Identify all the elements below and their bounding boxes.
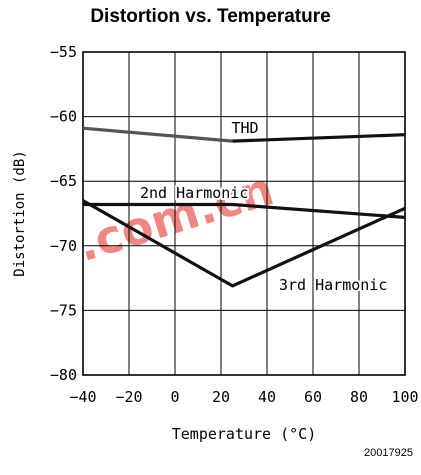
- y-tick-label: −80: [50, 366, 77, 384]
- tick-labels: −55 −60 −65 −70 −75 −80 −40 −20 0 20 40 60 80 100 Temp…: [12, 43, 419, 443]
- series-line: [232, 133, 406, 143]
- x-tick-label: 20: [212, 388, 230, 406]
- chart-title: Distortion vs. Temperature: [90, 6, 331, 27]
- y-tick-label: −60: [50, 108, 77, 126]
- y-tick-label: −70: [50, 237, 77, 255]
- x-tick-label: 100: [391, 388, 418, 406]
- annotation-2nd-harmonic: 2nd Harmonic: [140, 184, 248, 202]
- annotations: THD 2nd Harmonic 3rd Harmonic: [138, 117, 389, 296]
- x-tick-label: 80: [350, 388, 368, 406]
- x-tick-label: −40: [69, 388, 96, 406]
- y-axis-label: Distortion (dB): [12, 150, 28, 276]
- x-tick-label: −20: [115, 388, 142, 406]
- plot-frame: [82, 51, 406, 376]
- series-line: [82, 126, 233, 143]
- y-tick-label: −55: [50, 43, 77, 61]
- y-tick-label: −75: [50, 301, 77, 319]
- x-tick-label: 60: [304, 388, 322, 406]
- x-tick-label: 0: [170, 388, 179, 406]
- series-lines: [82, 126, 406, 288]
- x-tick-label: 40: [258, 388, 276, 406]
- x-axis-label: Temperature (°C): [172, 425, 317, 443]
- y-tick-label: −65: [50, 172, 77, 190]
- annotation-thd: THD: [231, 119, 258, 137]
- annotation-3rd-harmonic: 3rd Harmonic: [279, 276, 387, 294]
- series-line: [82, 199, 406, 288]
- series-line: [83, 202, 406, 219]
- grid: [82, 51, 406, 376]
- figure-id: 20017925: [364, 447, 413, 459]
